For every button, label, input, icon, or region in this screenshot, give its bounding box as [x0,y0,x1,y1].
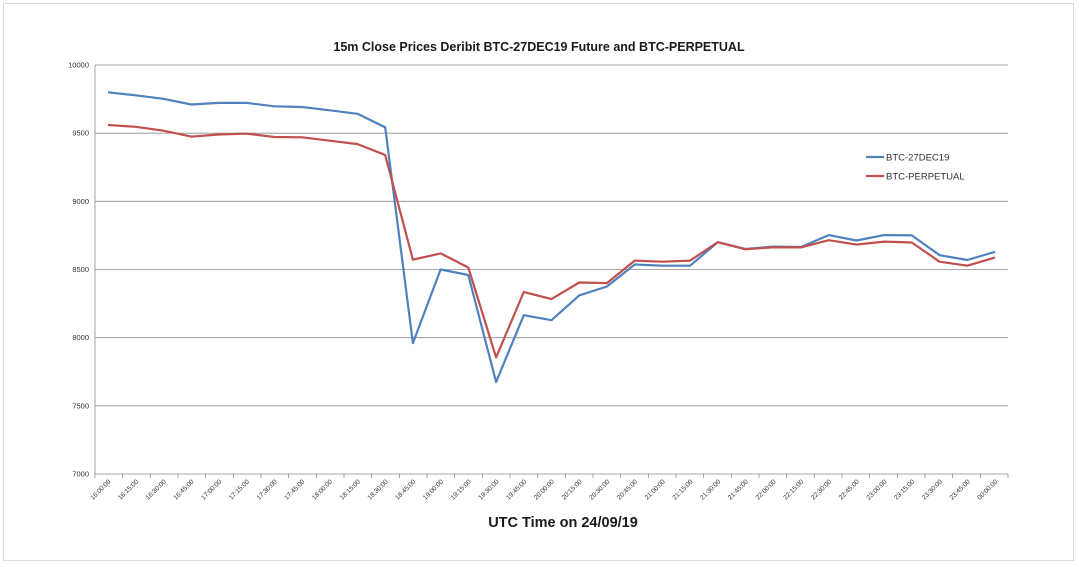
x-tick-label: 21:00:00 [644,478,667,501]
chart-title: 15m Close Prices Deribit BTC-27DEC19 Fut… [333,40,745,54]
x-tick-label: 16:30:00 [145,478,168,501]
x-tick-label: 00:00:00 [976,478,999,501]
legend-label: BTC-27DEC19 [886,153,949,164]
x-tick-label: 19:15:00 [450,478,473,501]
y-tick-label: 8000 [72,333,89,342]
x-tick-label: 21:15:00 [671,478,694,501]
x-tick-label: 17:30:00 [256,478,279,501]
x-tick-label: 18:15:00 [339,478,362,501]
legend-label: BTC-PERPETUAL [886,172,965,183]
x-axis-label: UTC Time on 24/09/19 [488,515,638,531]
y-tick-label: 10000 [68,61,89,70]
x-tick-label: 23:00:00 [865,478,888,501]
x-tick-label: 21:45:00 [727,478,750,501]
series-lines [107,91,996,384]
x-tick-label: 20:15:00 [561,478,584,501]
series-line-btc-27dec19 [107,91,996,384]
x-tick-label: 16:00:00 [89,478,112,501]
x-tick-label: 22:45:00 [838,478,861,501]
x-tick-label: 16:15:00 [117,478,140,501]
x-tick-label: 18:00:00 [311,478,334,501]
y-tick-label: 8500 [72,265,89,274]
y-tick-label: 9500 [72,129,89,138]
x-tick-label: 18:30:00 [366,478,389,501]
x-tick-label: 17:45:00 [283,478,306,501]
y-axis-ticks: 7000 7500 8000 8500 9000 9500 10000 [68,61,89,479]
x-tick-label: 19:30:00 [477,478,500,501]
x-tick-label: 16:45:00 [172,478,195,501]
x-tick-label: 17:00:00 [200,478,223,501]
x-tick-label: 21:30:00 [699,478,722,501]
line-chart: 15m Close Prices Deribit BTC-27DEC19 Fut… [68,40,1009,531]
x-tick-label: 22:15:00 [782,478,805,501]
y-tick-label: 7000 [72,470,89,479]
x-tick-label: 20:30:00 [588,478,611,501]
x-axis-ticks: 16:00:00 16:15:00 16:30:00 16:45:00 17:00:00… [89,478,999,501]
x-tick-label: 22:30:00 [810,478,833,501]
x-tick-label: 23:30:00 [921,478,944,501]
y-tick-label: 7500 [72,401,89,410]
x-tick-label: 22:00:00 [755,478,778,501]
x-tick-label: 18:45:00 [394,478,417,501]
x-tick-label: 20:45:00 [616,478,639,501]
legend: BTC-27DEC19 BTC-PERPETUAL [866,153,965,183]
y-tick-label: 9000 [72,197,89,206]
x-tick-label: 17:15:00 [228,478,251,501]
x-tick-label: 23:15:00 [893,478,916,501]
chart-frame: 15m Close Prices Deribit BTC-27DEC19 Fut… [3,3,1074,561]
x-tick-label: 23:45:00 [949,478,972,501]
series-line-btc-perpetual [107,123,996,359]
x-tick-label: 19:00:00 [422,478,445,501]
x-tick-label: 20:00:00 [533,478,556,501]
x-tick-label: 19:45:00 [505,478,528,501]
axes [94,65,1009,478]
gridlines [95,64,1008,475]
